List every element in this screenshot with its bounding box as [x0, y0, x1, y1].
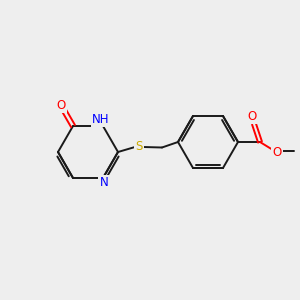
Text: O: O [248, 110, 256, 122]
Text: N: N [100, 176, 108, 190]
Text: S: S [135, 140, 143, 152]
Text: O: O [56, 99, 66, 112]
Text: NH: NH [92, 112, 110, 125]
Text: O: O [272, 146, 282, 160]
